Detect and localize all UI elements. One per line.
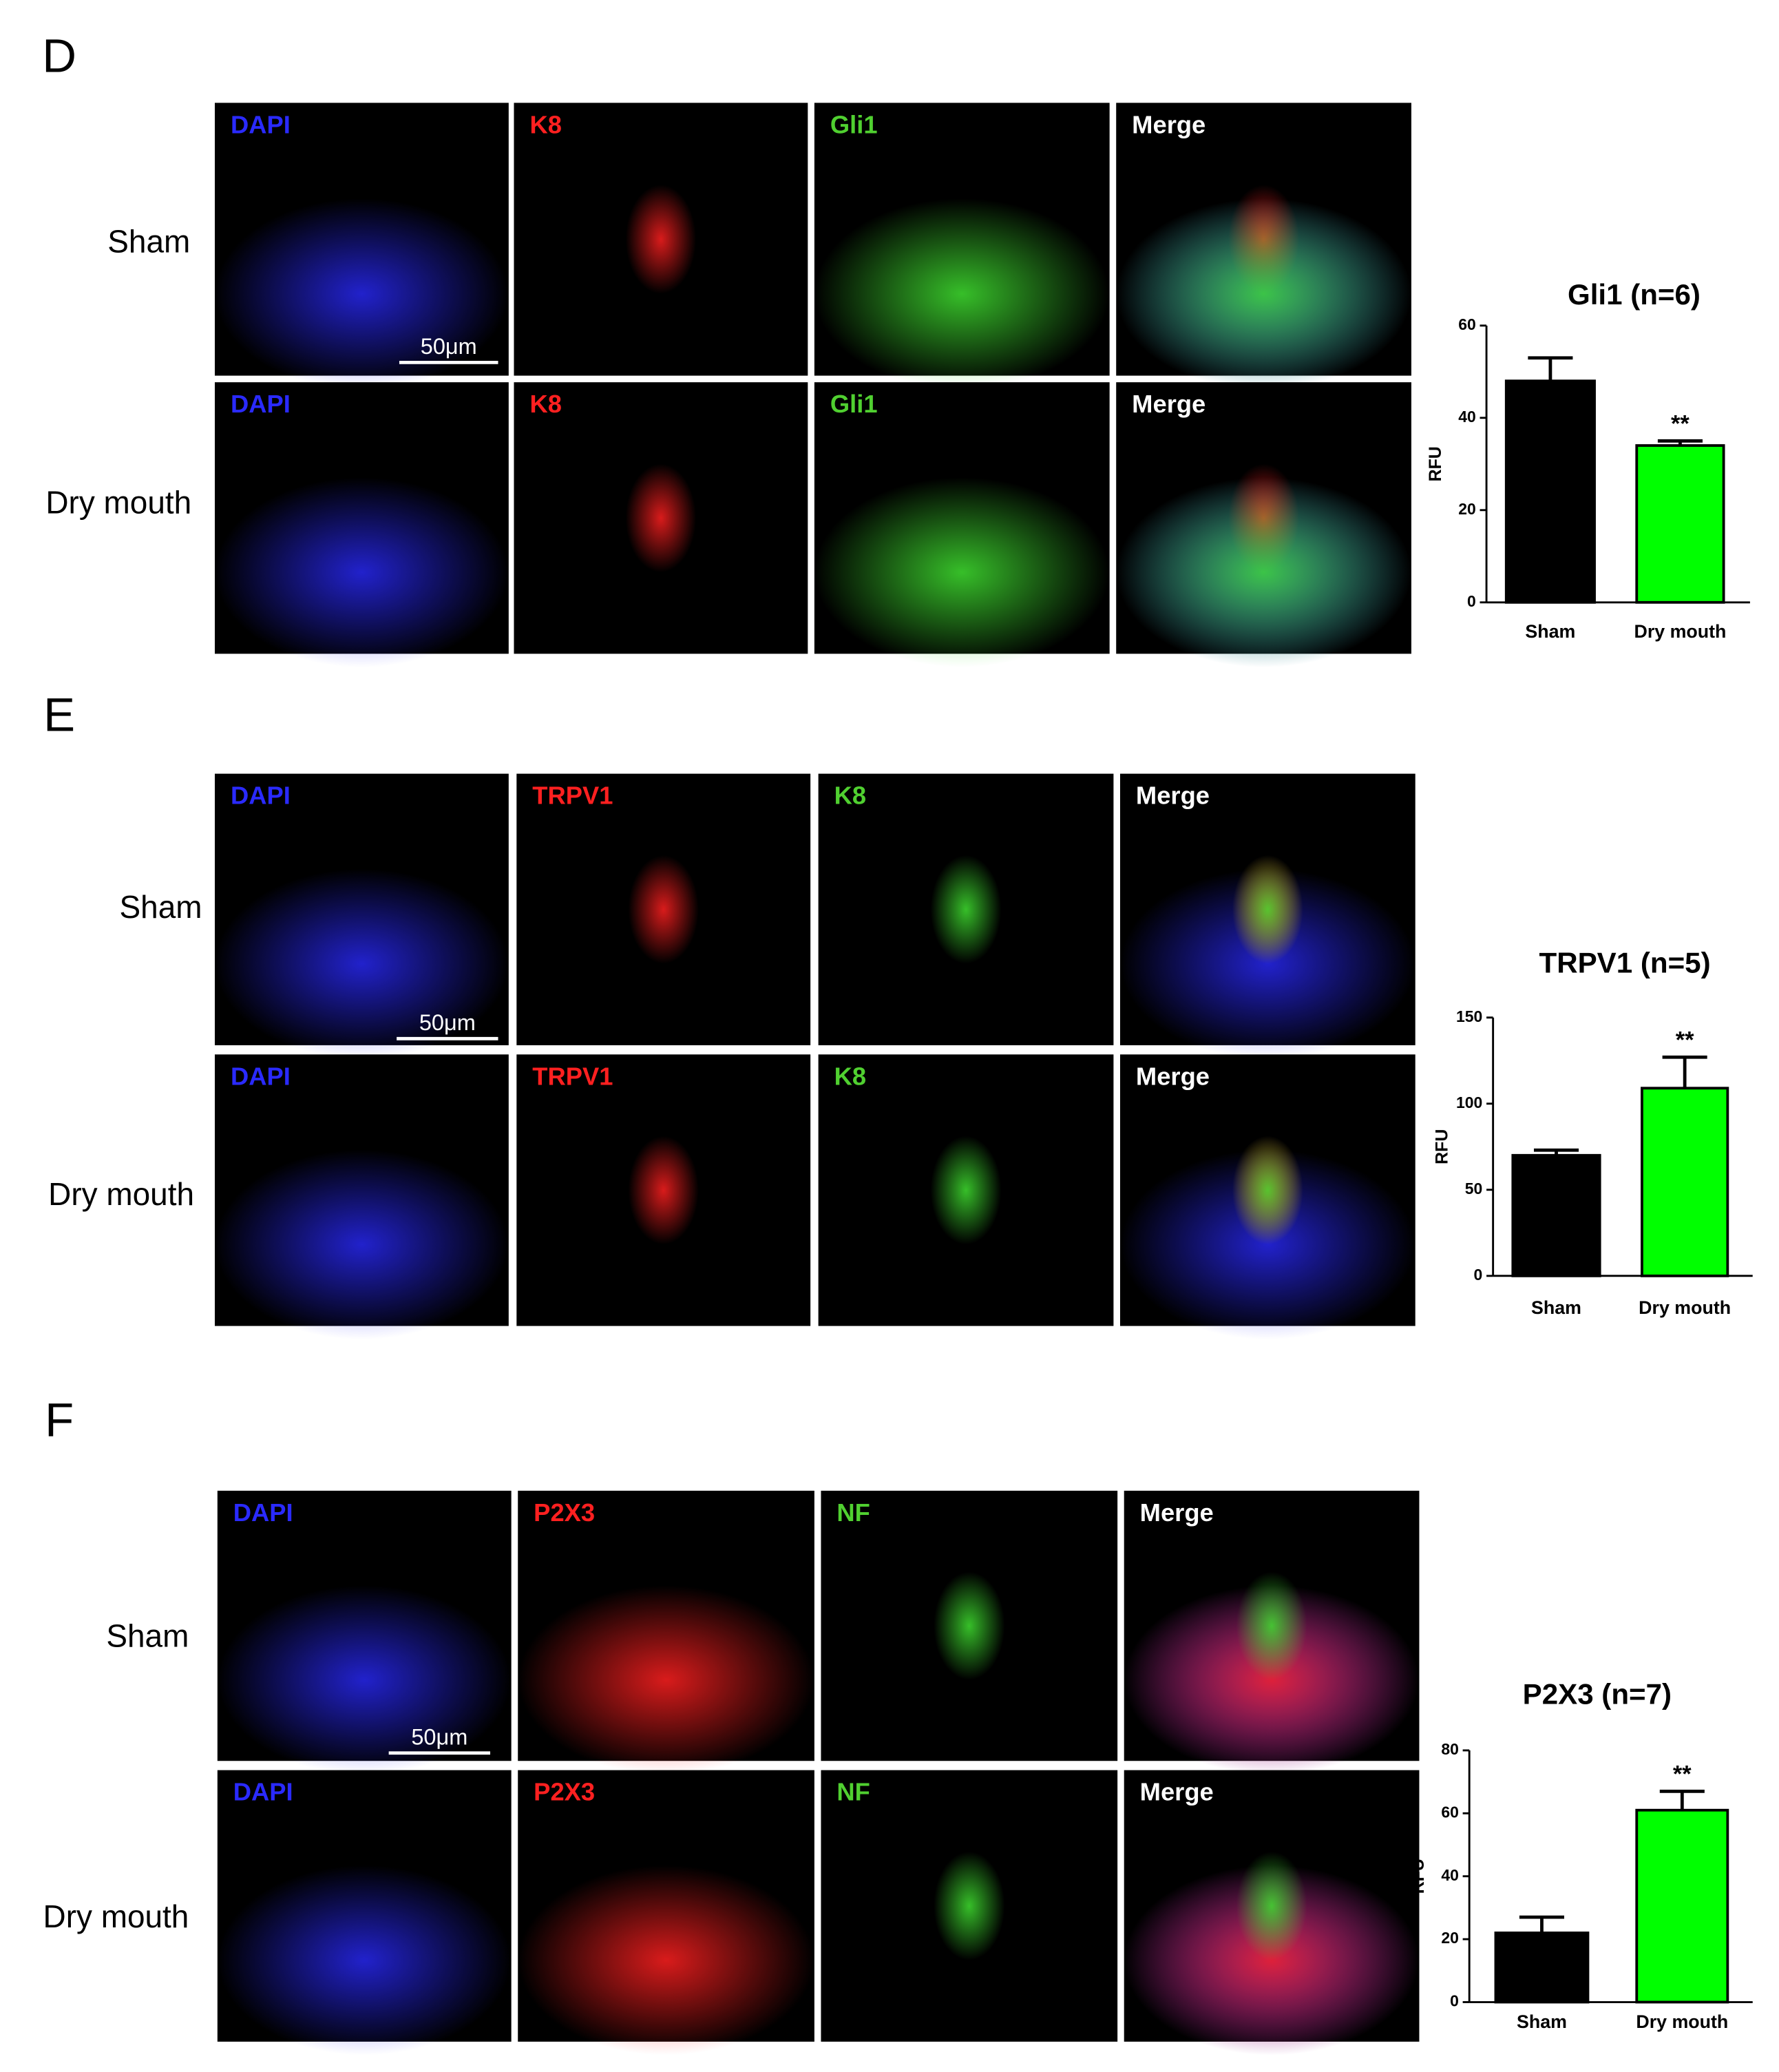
bar bbox=[1494, 1932, 1590, 2004]
channel-label: Merge bbox=[1132, 110, 1206, 138]
x-tick-label: Dry mouth bbox=[1634, 621, 1726, 642]
y-tick-label: 80 bbox=[1441, 1740, 1459, 1758]
channel-label: Merge bbox=[1136, 1062, 1210, 1090]
bar bbox=[1511, 1153, 1601, 1277]
channel-label: K8 bbox=[834, 782, 866, 810]
y-tick-label: 40 bbox=[1458, 408, 1476, 426]
y-axis-label: RFU bbox=[1426, 446, 1445, 481]
x-tick-label: Dry mouth bbox=[1639, 1297, 1731, 1318]
y-tick-label: 60 bbox=[1441, 1803, 1459, 1821]
y-tick-label: 100 bbox=[1456, 1093, 1482, 1111]
x-tick-label: Sham bbox=[1517, 2011, 1567, 2032]
y-tick-label: 20 bbox=[1458, 500, 1476, 518]
row-label: Sham bbox=[106, 1618, 189, 1653]
chart-title: P2X3 (n=7) bbox=[1523, 1678, 1672, 1710]
y-tick-label: 40 bbox=[1441, 1866, 1459, 1884]
stain bbox=[1124, 1585, 1420, 1775]
stain bbox=[1119, 1149, 1415, 1340]
row-label: Sham bbox=[120, 889, 202, 925]
stain bbox=[1116, 477, 1411, 668]
stain bbox=[628, 855, 699, 964]
channel-label: TRPV1 bbox=[532, 1062, 613, 1090]
channel-label: P2X3 bbox=[534, 1778, 595, 1806]
channel-label: Merge bbox=[1132, 390, 1206, 418]
stain bbox=[814, 198, 1110, 390]
stain bbox=[217, 1585, 512, 1775]
bar bbox=[1641, 1087, 1729, 1277]
stain bbox=[814, 477, 1110, 668]
y-tick-label: 150 bbox=[1456, 1007, 1482, 1025]
row-label: Dry mouth bbox=[43, 1898, 189, 1934]
stain bbox=[625, 185, 697, 294]
stain bbox=[934, 1851, 1005, 1960]
panel-letter: F bbox=[45, 1393, 74, 1446]
x-tick-label: Dry mouth bbox=[1636, 2011, 1728, 2032]
x-tick-label: Sham bbox=[1525, 621, 1575, 642]
channel-label: K8 bbox=[529, 390, 561, 418]
channel-label: Gli1 bbox=[830, 110, 878, 138]
channel-label: DAPI bbox=[231, 1062, 291, 1090]
bar bbox=[1635, 1808, 1729, 2004]
panel-letter: E bbox=[43, 688, 75, 741]
y-tick-label: 0 bbox=[1474, 1266, 1483, 1284]
channel-label: Merge bbox=[1140, 1778, 1214, 1806]
y-tick-label: 20 bbox=[1441, 1929, 1459, 1947]
stain bbox=[1232, 1136, 1303, 1245]
channel-label: DAPI bbox=[231, 110, 291, 138]
bar bbox=[1635, 444, 1725, 604]
x-tick-label: Sham bbox=[1531, 1297, 1581, 1318]
stain bbox=[1236, 1851, 1307, 1960]
stain bbox=[214, 1149, 509, 1340]
channel-label: P2X3 bbox=[534, 1498, 595, 1527]
channel-label: NF bbox=[836, 1498, 870, 1527]
stain bbox=[1116, 198, 1411, 390]
bar bbox=[1504, 379, 1596, 604]
scale-bar-label: 50μm bbox=[421, 334, 477, 359]
channel-label: DAPI bbox=[233, 1498, 293, 1527]
stain bbox=[1236, 1571, 1307, 1680]
stain bbox=[1232, 855, 1303, 964]
y-tick-label: 0 bbox=[1450, 1992, 1459, 2010]
stain bbox=[625, 463, 697, 573]
channel-label: DAPI bbox=[233, 1778, 293, 1806]
significance: ** bbox=[1673, 1761, 1692, 1787]
y-tick-label: 0 bbox=[1467, 592, 1476, 610]
row-label: Dry mouth bbox=[45, 484, 191, 520]
stain bbox=[214, 198, 509, 390]
scale-bar-label: 50μm bbox=[411, 1724, 467, 1749]
stain bbox=[214, 868, 509, 1059]
y-tick-label: 50 bbox=[1465, 1180, 1483, 1197]
channel-label: DAPI bbox=[231, 782, 291, 810]
channel-label: Merge bbox=[1140, 1498, 1214, 1527]
channel-label: Gli1 bbox=[830, 390, 878, 418]
significance: ** bbox=[1676, 1027, 1694, 1053]
stain bbox=[930, 855, 1002, 964]
y-tick-label: 60 bbox=[1458, 315, 1476, 333]
y-axis-label: RFU bbox=[1409, 1859, 1428, 1894]
panel-letter: D bbox=[42, 29, 76, 82]
stain bbox=[518, 1585, 814, 1775]
significance: ** bbox=[1671, 410, 1689, 437]
channel-label: DAPI bbox=[231, 390, 291, 418]
channel-label: K8 bbox=[529, 110, 561, 138]
stain bbox=[1119, 868, 1415, 1059]
stain bbox=[217, 1865, 512, 2055]
channel-label: Merge bbox=[1136, 782, 1210, 810]
channel-label: K8 bbox=[834, 1062, 866, 1090]
stain bbox=[930, 1136, 1002, 1245]
stain bbox=[214, 477, 509, 668]
channel-label: TRPV1 bbox=[532, 782, 613, 810]
row-label: Dry mouth bbox=[48, 1176, 194, 1212]
chart-title: Gli1 (n=6) bbox=[1568, 278, 1701, 311]
y-axis-label: RFU bbox=[1432, 1129, 1451, 1164]
chart-title: TRPV1 (n=5) bbox=[1539, 946, 1710, 979]
stain bbox=[628, 1136, 699, 1245]
channel-label: NF bbox=[836, 1778, 870, 1806]
stain bbox=[518, 1865, 814, 2055]
stain bbox=[934, 1571, 1005, 1680]
scale-bar-label: 50μm bbox=[419, 1010, 476, 1035]
row-label: Sham bbox=[107, 223, 190, 259]
